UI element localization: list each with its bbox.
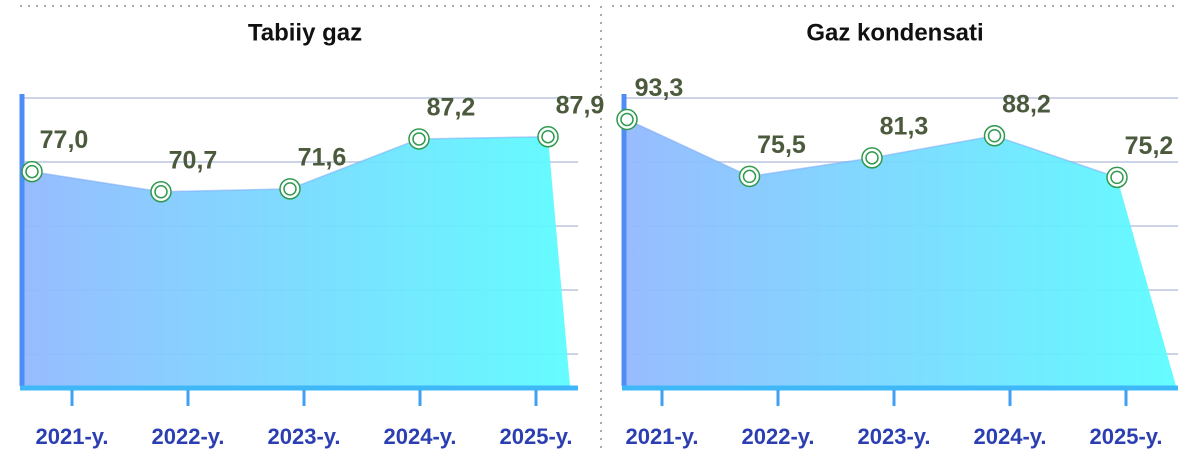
x-tick-label: 2025-y. xyxy=(500,424,573,449)
marker-inner xyxy=(283,182,297,196)
value-label: 87,2 xyxy=(427,94,476,122)
value-label: 75,2 xyxy=(1125,132,1174,160)
marker xyxy=(861,147,883,169)
x-tick-label: 2021-y. xyxy=(36,424,109,449)
marker-inner xyxy=(412,132,426,146)
marker-inner xyxy=(865,151,879,165)
x-tick-label: 2024-y. xyxy=(384,424,457,449)
marker xyxy=(21,160,43,183)
value-label: 70,7 xyxy=(169,146,218,174)
marker-inner xyxy=(25,164,39,179)
x-tick-label: 2024-y. xyxy=(974,424,1047,449)
marker-inner xyxy=(541,129,555,144)
value-label: 71,6 xyxy=(298,143,347,171)
value-label: 93,3 xyxy=(635,74,684,102)
marker xyxy=(537,125,559,148)
marker-inner xyxy=(742,169,757,184)
area-fill xyxy=(622,119,1176,386)
value-label: 75,5 xyxy=(757,131,806,159)
x-tick-label: 2023-y. xyxy=(268,424,341,449)
x-tick-label: 2022-y. xyxy=(742,424,815,449)
marker xyxy=(738,165,761,188)
marker xyxy=(616,108,638,131)
x-tick-label: 2022-y. xyxy=(152,424,225,449)
value-label: 87,9 xyxy=(556,91,605,119)
x-tick-label: 2025-y. xyxy=(1090,424,1163,449)
x-tick-label: 2023-y. xyxy=(858,424,931,449)
marker xyxy=(1106,166,1128,189)
chart-title: Gaz kondensati xyxy=(806,19,983,46)
marker-inner xyxy=(154,185,168,199)
marker-inner xyxy=(987,129,1002,143)
x-tick-label: 2021-y. xyxy=(626,424,699,449)
marker xyxy=(279,178,301,200)
chart-title: Tabiiy gaz xyxy=(248,19,362,46)
marker xyxy=(408,128,430,150)
value-label: 81,3 xyxy=(880,112,929,140)
value-label: 88,2 xyxy=(1002,90,1051,118)
area-fill xyxy=(20,136,570,386)
marker-inner xyxy=(620,112,634,127)
marker xyxy=(983,125,1006,147)
value-label: 77,0 xyxy=(40,126,89,154)
marker xyxy=(150,181,172,203)
marker-inner xyxy=(1110,170,1124,185)
